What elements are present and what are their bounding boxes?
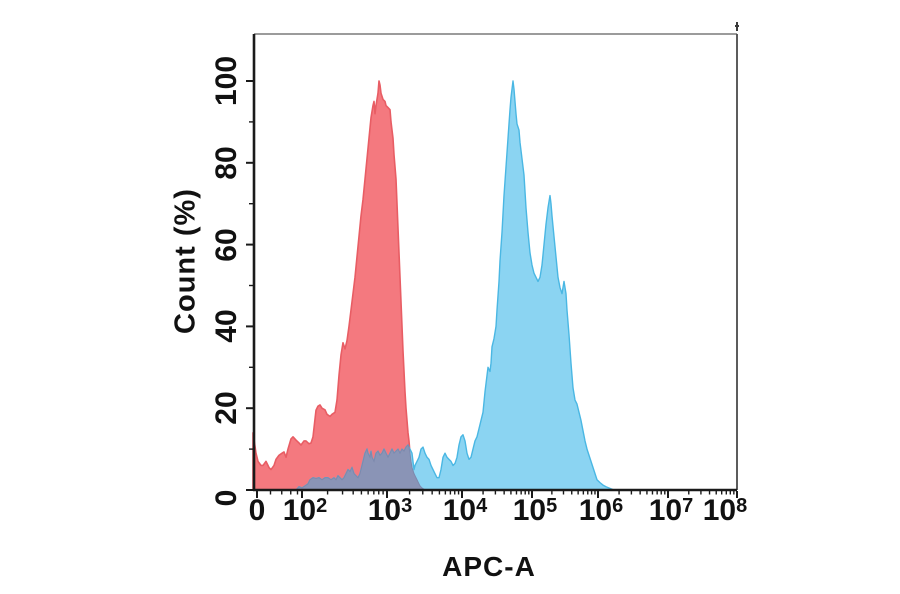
x-tick-label: 108 [702,494,748,527]
x-tick-label: 107 [648,494,694,527]
y-axis-title: Count (%) [169,188,202,334]
plot-borders [252,33,738,492]
axis-ticks [246,80,738,498]
histogram-curves [252,80,615,491]
y-tick-label: 80 [210,146,243,180]
red-histogram-area [252,80,426,491]
x-tick-label: 104 [442,494,488,527]
y-tick-label: 20 [210,391,243,425]
x-axis-title: APC-A [442,551,536,582]
x-tick-label: 102 [282,494,328,527]
y-tick-label: 0 [210,489,243,507]
y-tick-label: 60 [210,227,243,262]
y-tick-label: 40 [210,309,243,344]
x-tick-label: 105 [512,494,558,527]
x-tick-label: 103 [367,494,413,527]
y-tick-label: 100 [210,55,243,107]
corner-artifact-mark [735,22,739,31]
overlap-region-area [296,444,425,491]
x-tick-label: 0 [248,494,266,527]
x-tick-label: 106 [578,494,624,527]
